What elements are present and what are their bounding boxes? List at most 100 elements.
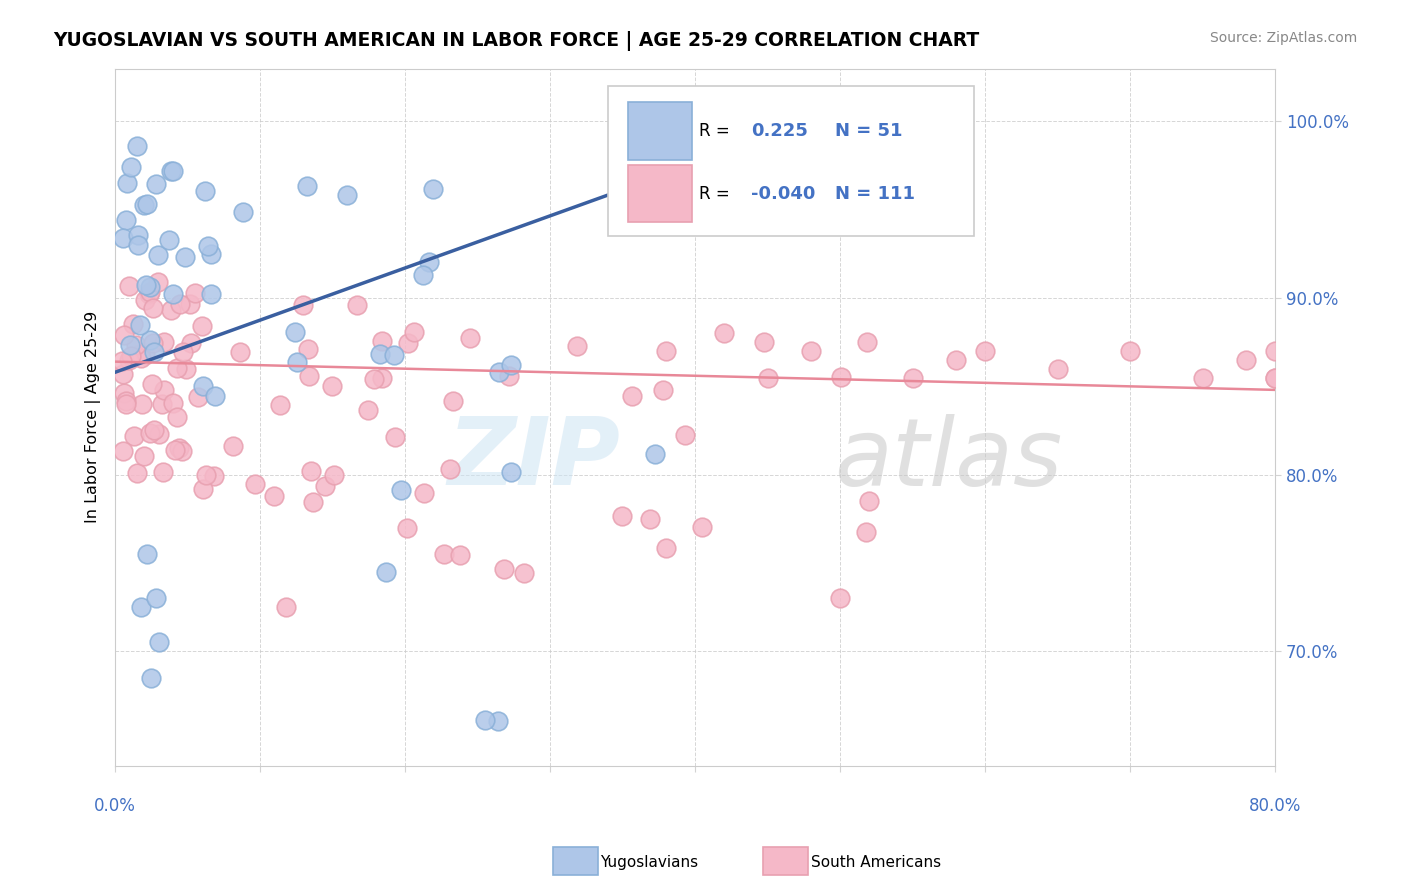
- Point: [291, 297, 314, 311]
- Point: [129, 600, 152, 615]
- Point: [449, 549, 471, 563]
- Point: [901, 370, 924, 384]
- Text: R =: R =: [699, 185, 735, 202]
- Point: [166, 360, 188, 375]
- Point: [204, 389, 226, 403]
- Point: [138, 286, 160, 301]
- Point: [139, 285, 162, 299]
- Point: [167, 441, 190, 455]
- Point: [375, 565, 398, 579]
- Point: [125, 466, 148, 480]
- Point: [368, 347, 391, 361]
- Point: [131, 397, 153, 411]
- FancyBboxPatch shape: [628, 165, 692, 222]
- Point: [166, 410, 188, 425]
- Point: [112, 328, 135, 343]
- Point: [120, 337, 142, 351]
- Point: [134, 348, 156, 362]
- Point: [111, 353, 134, 368]
- Point: [142, 301, 165, 315]
- Point: [141, 671, 163, 685]
- Point: [488, 365, 510, 379]
- Point: [162, 396, 184, 410]
- Point: [136, 547, 159, 561]
- Point: [160, 163, 183, 178]
- Point: [148, 248, 170, 262]
- Point: [139, 333, 162, 347]
- Point: [163, 442, 186, 457]
- Point: [382, 348, 405, 362]
- Text: Source: ZipAtlas.com: Source: ZipAtlas.com: [1209, 31, 1357, 45]
- Point: [370, 334, 392, 348]
- Point: [974, 344, 997, 359]
- Point: [200, 247, 222, 261]
- Point: [120, 160, 142, 174]
- Text: ZIP: ZIP: [447, 413, 620, 505]
- Point: [115, 176, 138, 190]
- Point: [115, 212, 138, 227]
- Point: [336, 187, 359, 202]
- Point: [422, 181, 444, 195]
- Point: [501, 465, 523, 479]
- Point: [135, 278, 157, 293]
- Point: [172, 345, 194, 359]
- Point: [145, 591, 167, 606]
- Point: [172, 443, 194, 458]
- Point: [458, 331, 481, 345]
- Point: [433, 547, 456, 561]
- Point: [187, 390, 209, 404]
- Point: [389, 483, 412, 498]
- Point: [169, 297, 191, 311]
- Point: [1046, 361, 1069, 376]
- Point: [441, 394, 464, 409]
- Point: [756, 370, 779, 384]
- Text: Yugoslavians: Yugoslavians: [600, 855, 699, 870]
- Point: [1192, 370, 1215, 384]
- Point: [302, 495, 325, 509]
- Point: [152, 465, 174, 479]
- Point: [150, 397, 173, 411]
- FancyBboxPatch shape: [609, 86, 974, 235]
- Point: [243, 477, 266, 491]
- Point: [439, 462, 461, 476]
- Point: [363, 371, 385, 385]
- Point: [148, 635, 170, 649]
- Point: [284, 325, 307, 339]
- Point: [499, 358, 522, 372]
- Point: [125, 138, 148, 153]
- Point: [148, 426, 170, 441]
- Point: [418, 255, 440, 269]
- Point: [134, 293, 156, 307]
- Point: [1119, 344, 1142, 359]
- Point: [673, 427, 696, 442]
- Point: [118, 279, 141, 293]
- Point: [610, 508, 633, 523]
- Point: [134, 449, 156, 463]
- Y-axis label: In Labor Force | Age 25-29: In Labor Force | Age 25-29: [86, 311, 101, 524]
- Point: [138, 425, 160, 440]
- Point: [513, 566, 536, 580]
- Point: [498, 368, 520, 383]
- Text: atlas: atlas: [835, 414, 1063, 505]
- Point: [157, 233, 180, 247]
- Point: [111, 231, 134, 245]
- Point: [858, 494, 880, 508]
- Point: [565, 338, 588, 352]
- Point: [191, 482, 214, 496]
- Point: [143, 423, 166, 437]
- Point: [297, 342, 319, 356]
- Point: [153, 384, 176, 398]
- Point: [200, 287, 222, 301]
- Point: [1264, 370, 1286, 384]
- Point: [145, 178, 167, 192]
- Point: [117, 353, 139, 368]
- Point: [127, 227, 149, 242]
- Point: [412, 268, 434, 283]
- Point: [830, 370, 852, 384]
- Point: [396, 335, 419, 350]
- Point: [115, 394, 138, 409]
- Text: South Americans: South Americans: [811, 855, 942, 870]
- Point: [160, 302, 183, 317]
- Point: [194, 184, 217, 198]
- Point: [232, 205, 254, 219]
